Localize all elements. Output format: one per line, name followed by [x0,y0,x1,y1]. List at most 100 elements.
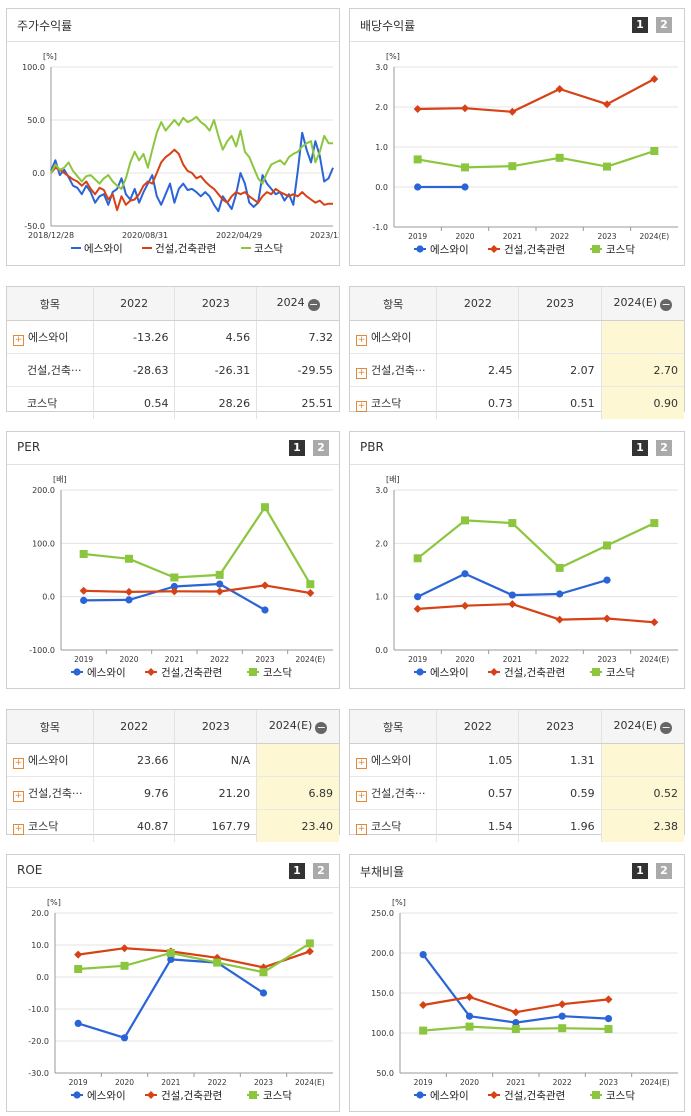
collapse-icon[interactable]: − [660,298,673,311]
expand-icon[interactable]: + [356,823,367,835]
page-1-button[interactable]: 1 [632,17,648,33]
cell-text: 0.57 [487,786,513,800]
table-header-item: 항목 [7,710,94,744]
table-header-item: 항목 [7,287,94,321]
row-label[interactable]: + 건설,건축··· [350,353,437,387]
row-label[interactable]: + 코스닥 [7,809,94,842]
legend-label: 에스와이 [430,244,469,256]
row-label[interactable]: + 에스와이 [7,320,94,354]
page-1-button[interactable]: 1 [632,440,648,456]
row-label[interactable]: 건설,건축··· [7,353,94,387]
data-point-2 [261,581,269,590]
expand-icon[interactable]: + [356,334,367,346]
data-point-2 [604,995,613,1004]
table-cell: 4.56 [174,320,257,354]
legend-marker [416,1091,424,1099]
expand-icon[interactable]: + [356,367,367,379]
x-tick-label: 2021 [503,655,522,664]
page-1-button[interactable]: 1 [289,863,305,879]
table-cell: 0.59 [518,776,602,810]
row-label[interactable]: + 에스와이 [350,743,437,777]
series-line-1 [50,131,334,213]
series-line-1 [77,958,265,1039]
expand-icon[interactable]: + [13,334,24,346]
cell-text: -28.63 [133,363,169,377]
cell-text: 2.07 [570,363,595,377]
header-label: 2022 [463,720,492,733]
header-label: 2024(E) [613,719,658,732]
row-label[interactable]: + 에스와이 [7,743,94,777]
data-point-2 [413,604,422,613]
y-tick-label: 50.0 [376,1069,394,1078]
page-2-button[interactable]: 2 [313,440,329,456]
table-cell: N/A [174,743,257,777]
header-label: 2022 [463,297,492,310]
expand-icon[interactable]: + [356,400,367,412]
row-label[interactable]: + 코스닥 [350,809,437,842]
legend-marker [147,668,155,676]
x-tick-label: 2021 [165,655,184,664]
legend-marker [592,245,600,253]
page-1-button[interactable]: 1 [289,440,305,456]
y-tick-label: -100.0 [29,646,55,655]
x-tick-label: 2022/04/29 [216,231,262,240]
data-point-3 [555,153,564,162]
legend-label: 건설,건축관련 [504,667,565,679]
row-label[interactable]: + 건설,건축··· [350,776,437,810]
table-cell: 6.89 [256,776,339,810]
data-point-1 [603,576,611,584]
table-header-year: 2023 [518,710,602,744]
cell-text: 25.51 [301,396,334,410]
dividend-panel: 배당수익률 1 2 [%] 3.0 2.0 1.0 0.0 -1.0 2019 2020 202… [349,8,685,266]
row-label[interactable]: + 건설,건축··· [7,776,94,810]
cell-text: 23.66 [136,753,169,767]
row-label[interactable]: + 에스와이 [350,320,437,354]
data-point-3 [558,1024,567,1033]
header-label: 2023 [201,297,230,310]
page-2-button[interactable]: 2 [656,440,672,456]
page-2-button[interactable]: 2 [313,863,329,879]
expand-icon[interactable]: + [356,790,367,802]
x-tick-label: 2020 [455,232,474,241]
cell-text: 21.20 [218,786,251,800]
data-point-2 [558,1000,567,1009]
data-point-2 [555,615,564,624]
data-point-1 [125,596,133,604]
legend-label: 에스와이 [87,1090,126,1102]
data-point-2 [125,587,133,596]
per-table: 항목 2022 2023 2024(E) − + 에스와이 23.66 N/A + 건설,건축···… [6,709,340,842]
collapse-icon[interactable]: − [315,721,328,734]
expand-icon[interactable]: + [13,757,24,769]
expand-icon[interactable]: + [356,757,367,769]
y-tick-label: -10.0 [28,1005,49,1014]
collapse-icon[interactable]: − [307,298,320,311]
legend-marker [592,668,600,676]
x-tick-label: 2024(E) [640,1078,670,1087]
y-tick-label: 20.0 [31,909,49,918]
expand-icon[interactable]: + [13,823,24,835]
x-tick-label: 2020 [460,1078,479,1087]
table-cell [436,320,519,354]
table-row: 건설,건축··· -28.63 -26.31 -29.55 [7,353,339,387]
cell-text: 1.96 [570,819,595,833]
data-point-1 [461,183,469,191]
row-label[interactable]: 코스닥 [7,386,94,419]
table-cell: 0.54 [92,386,175,419]
y-tick-label: 200.0 [32,486,55,495]
legend-label: 에스와이 [430,1090,469,1102]
page-2-button[interactable]: 2 [656,17,672,33]
data-point-2 [305,947,314,956]
y-tick-label: 0.0 [375,183,388,192]
data-point-1 [556,590,564,598]
unit-label: [배] [386,475,400,484]
expand-icon[interactable]: + [13,790,24,802]
page-1-button[interactable]: 1 [632,863,648,879]
collapse-icon[interactable]: − [660,721,673,734]
data-point-1 [419,951,427,959]
series-line-3 [50,115,333,190]
row-label[interactable]: + 코스닥 [350,386,437,419]
table-header-item: 항목 [350,710,437,744]
cell-text: 9.76 [143,786,169,800]
table-cell: 1.96 [518,809,602,842]
page-2-button[interactable]: 2 [656,863,672,879]
